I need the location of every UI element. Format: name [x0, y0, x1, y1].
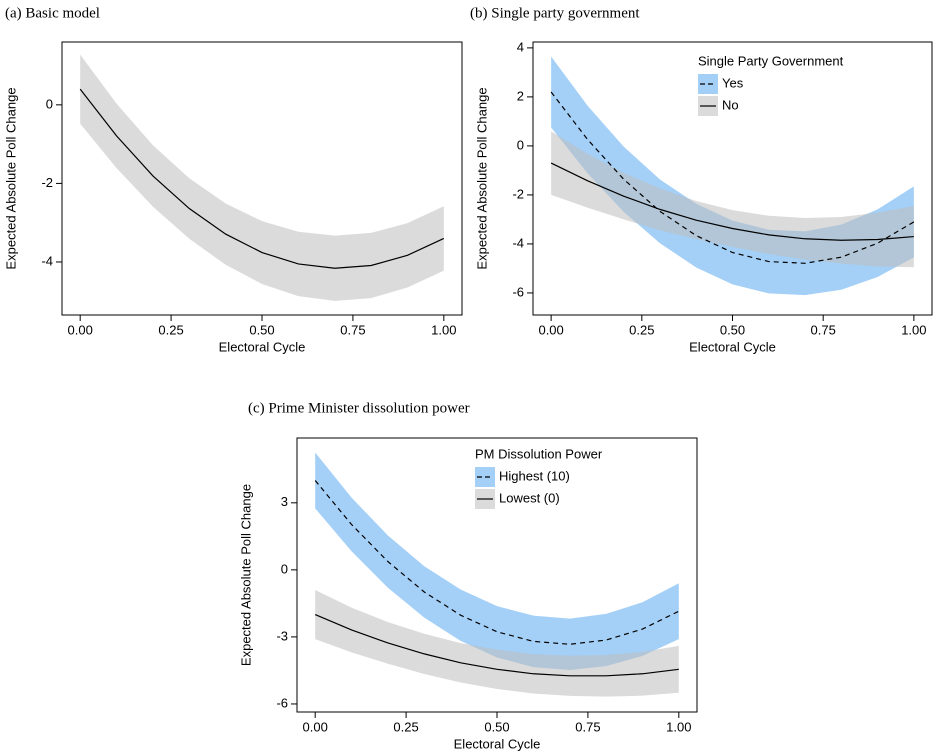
x-tick-label: 0.25: [393, 719, 418, 734]
y-tick-label: 2: [517, 88, 524, 103]
legend-title: Single Party Government: [698, 53, 844, 68]
x-tick-label: 0.00: [303, 719, 328, 734]
legend-label: Yes: [722, 75, 744, 90]
x-tick-label: 0.50: [249, 322, 274, 337]
legend-title: PM Dissolution Power: [475, 446, 603, 461]
y-tick-label: 0: [517, 137, 524, 152]
fit-line: [314, 480, 680, 645]
y-tick-label: 4: [517, 39, 524, 54]
y-tick-label: -3: [276, 628, 288, 643]
y-tick-label: -6: [276, 695, 288, 710]
fit-line: [79, 88, 445, 269]
fit-line: [550, 91, 915, 264]
fit-line: [550, 162, 914, 241]
fit-line: [314, 614, 679, 677]
confidence-band: [551, 131, 914, 268]
y-tick-label: 3: [281, 494, 288, 509]
y-tick-label: -2: [512, 186, 524, 201]
y-tick-label: -4: [41, 253, 53, 268]
x-tick-label: 0.50: [484, 719, 509, 734]
y-axis-label: Expected Absolute Poll Change: [3, 87, 18, 269]
panel-title: (b) Single party government: [470, 5, 640, 21]
y-tick-label: -2: [41, 175, 53, 190]
x-tick-label: 0.25: [629, 322, 654, 337]
x-axis-label: Electoral Cycle: [219, 339, 306, 354]
legend-label: Lowest (0): [499, 490, 560, 505]
y-tick-label: -4: [512, 235, 524, 250]
y-tick-label: -6: [512, 284, 524, 299]
x-tick-label: 1.00: [901, 322, 926, 337]
y-tick-label: 0: [281, 561, 288, 576]
confidence-band: [315, 589, 679, 697]
y-axis-label: Expected Absolute Poll Change: [238, 484, 253, 666]
x-tick-label: 1.00: [666, 719, 691, 734]
panel-title: (c) Prime Minister dissolution power: [248, 400, 470, 416]
x-tick-label: 1.00: [431, 322, 456, 337]
x-tick-label: 0.50: [720, 322, 745, 337]
x-tick-label: 0.25: [158, 322, 183, 337]
legend-label: Highest (10): [499, 468, 570, 483]
y-axis-label: Expected Absolute Poll Change: [474, 87, 489, 269]
panel-title: (a) Basic model: [5, 5, 100, 21]
x-tick-label: 0.75: [340, 322, 365, 337]
x-tick-label: 0.75: [811, 322, 836, 337]
x-tick-label: 0.75: [575, 719, 600, 734]
confidence-band: [80, 54, 444, 301]
x-axis-label: Electoral Cycle: [454, 736, 541, 751]
x-axis-label: Electoral Cycle: [689, 339, 776, 354]
legend-label: No: [722, 97, 739, 112]
y-tick-label: 0: [46, 96, 53, 111]
x-tick-label: 0.00: [68, 322, 93, 337]
x-tick-label: 0.00: [538, 322, 563, 337]
